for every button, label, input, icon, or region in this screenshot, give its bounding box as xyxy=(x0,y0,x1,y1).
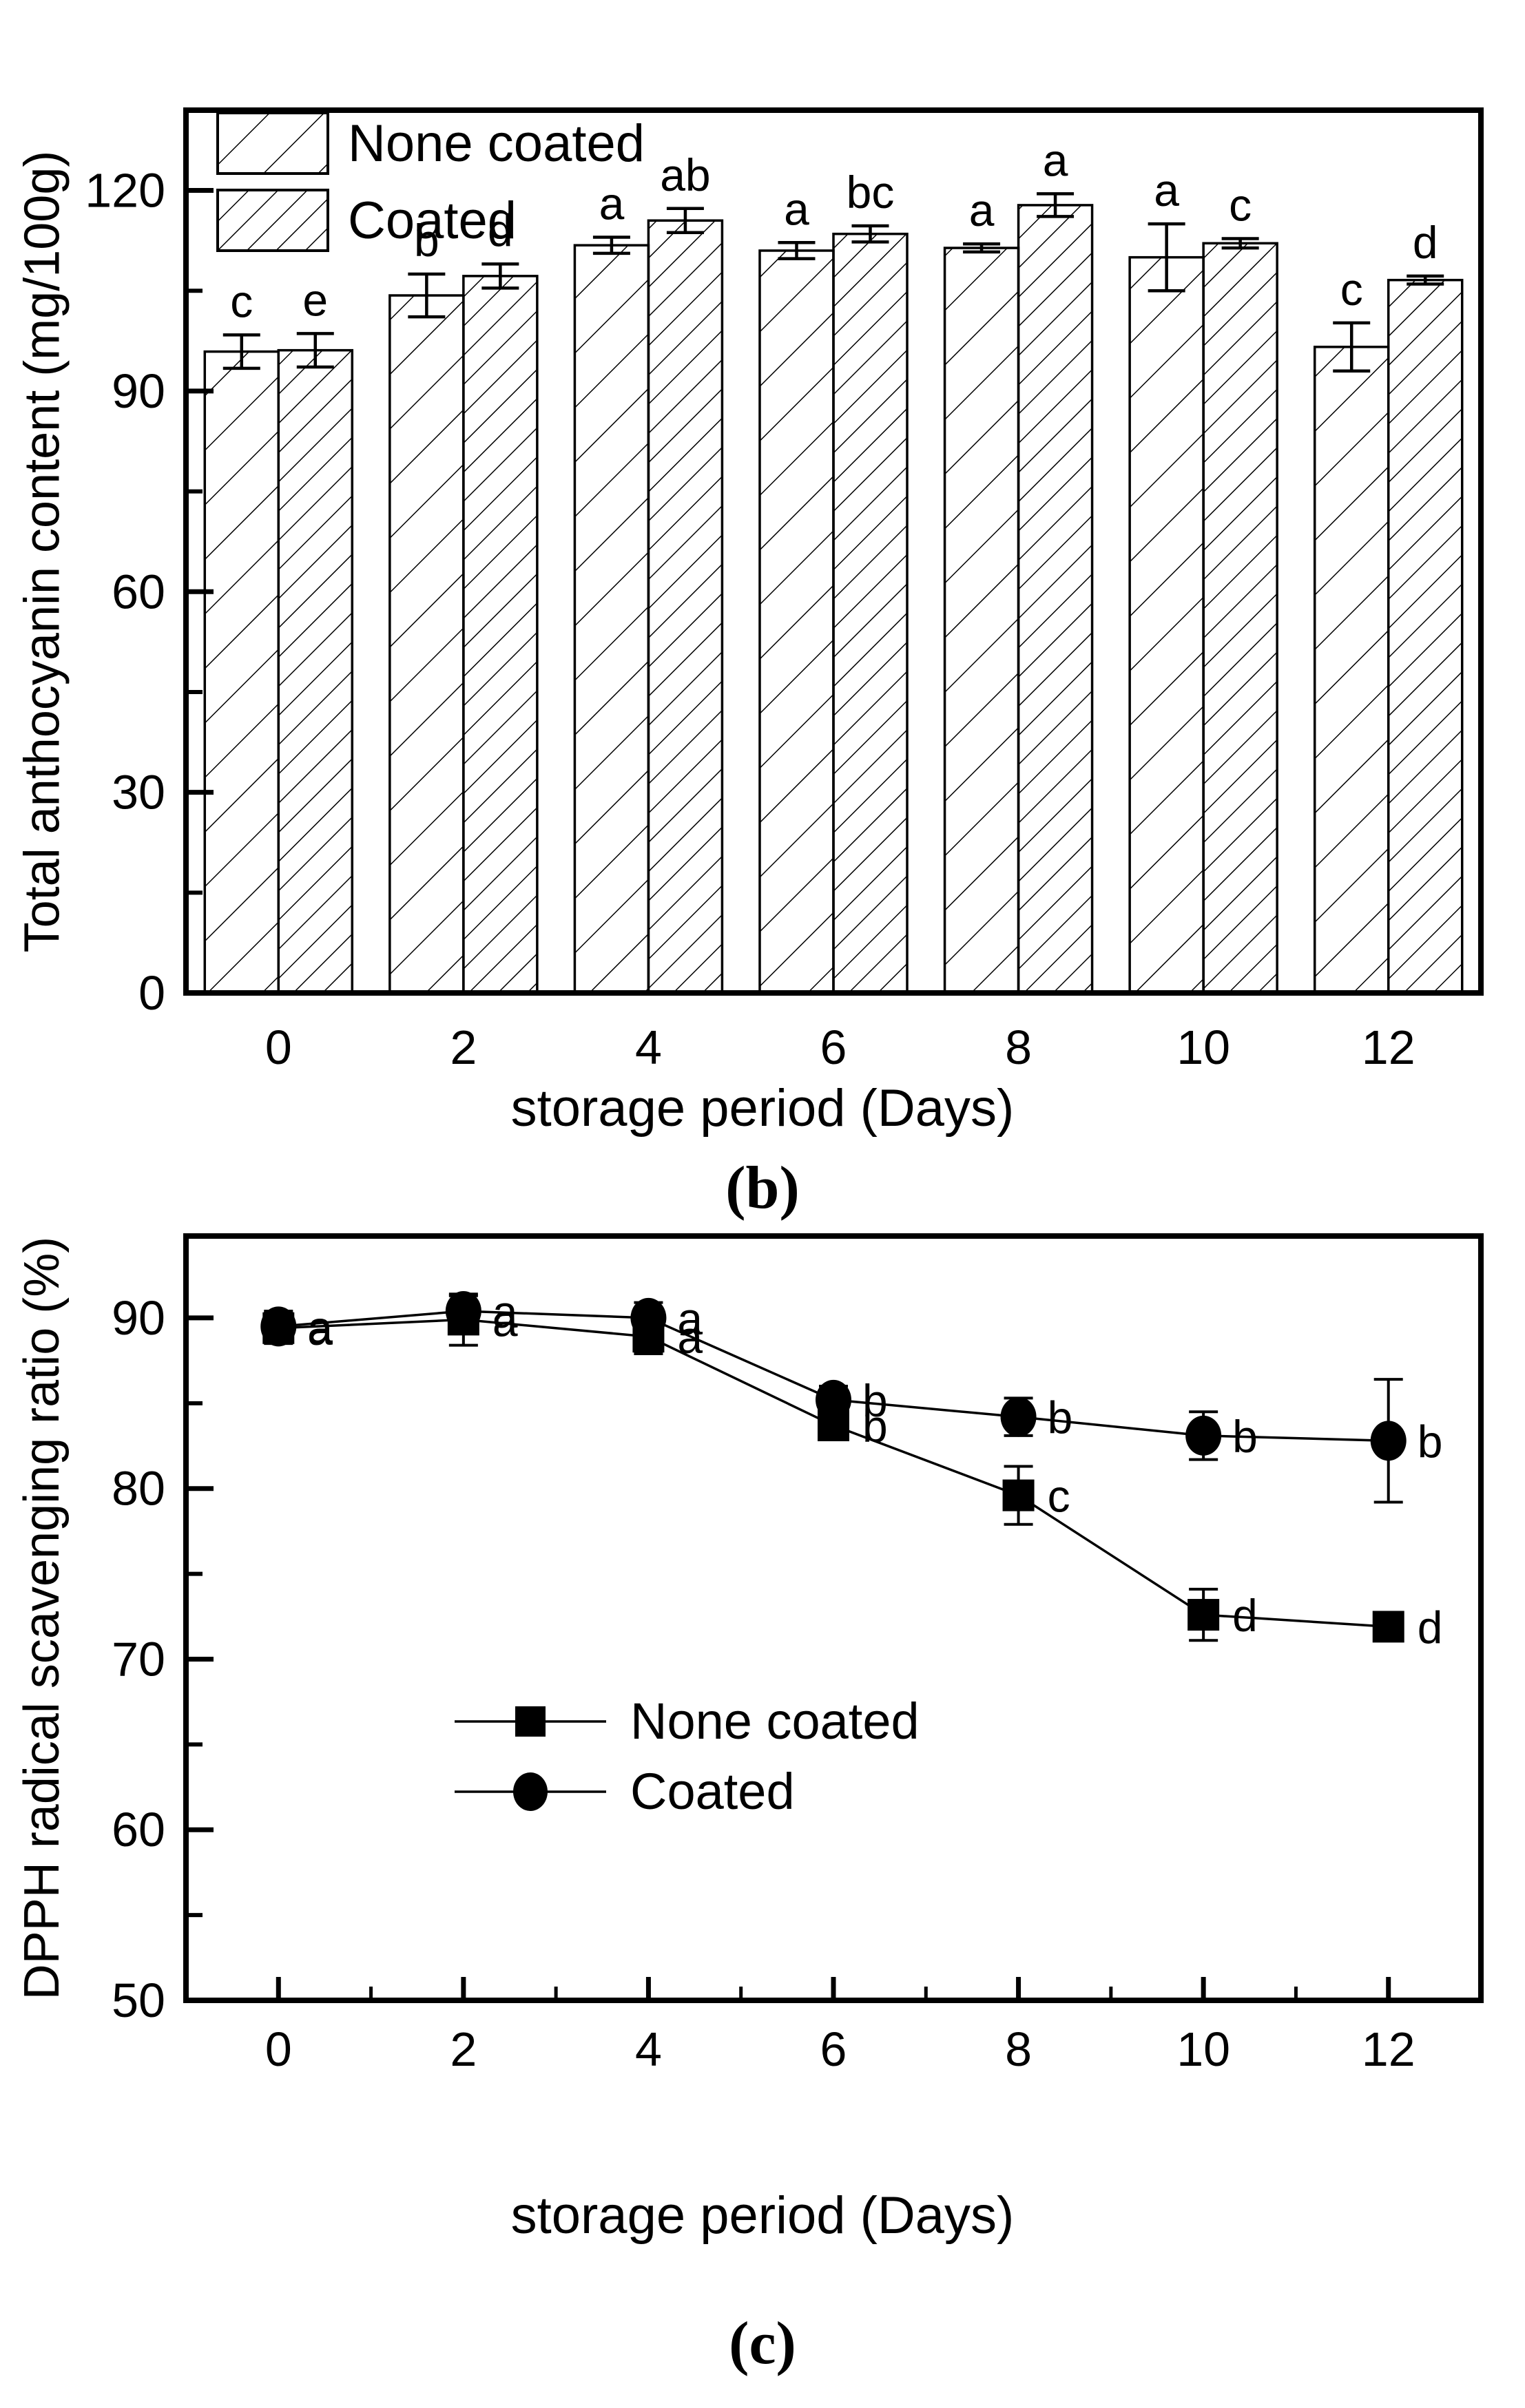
bar-coated-day-12 xyxy=(1387,278,1464,994)
x-tick-label: 12 xyxy=(1362,2022,1415,2076)
marker-circle-day-6 xyxy=(816,1379,851,1420)
legend-swatch-coated xyxy=(216,189,329,252)
y-tick-label: 60 xyxy=(112,1803,165,1856)
panel-label-b: (b) xyxy=(725,1155,800,1222)
sig-letter-none-coated-day-6: a xyxy=(784,183,809,234)
sig-letter-coated-day-12: d xyxy=(1413,217,1438,268)
sig-letter-none-coated-day-10: d xyxy=(1232,1590,1258,1641)
y-tick-label: 80 xyxy=(112,1462,165,1516)
sig-letter-coated-day-12: b xyxy=(1418,1416,1443,1467)
x-tick-label: 4 xyxy=(635,1020,662,1074)
y-tick-label: 120 xyxy=(85,164,165,218)
legend-label-coated: Coated xyxy=(348,191,517,250)
sig-letter-coated-day-6: bc xyxy=(847,167,895,218)
sig-letter-none-coated-day-2: b xyxy=(414,215,439,266)
x-tick-label: 8 xyxy=(1005,2022,1032,2076)
y-tick-label: 50 xyxy=(112,1973,165,2027)
sig-letter-coated-day-8: b xyxy=(1048,1392,1073,1443)
bar-none-coated-day-12 xyxy=(1313,346,1390,994)
sig-letter-none-coated-day-0: c xyxy=(230,275,253,326)
panel-label-c: (c) xyxy=(729,2310,796,2377)
sig-letter-none-coated-day-4: a xyxy=(599,178,625,229)
y-axis-title-dpph: DPPH radical scavenging ratio (%) xyxy=(4,1236,80,2000)
sig-letter-none-coated-day-6: b xyxy=(862,1401,888,1452)
bar-coated-day-2 xyxy=(462,275,539,994)
legend-marker-square xyxy=(515,1706,546,1737)
x-tick-label: 2 xyxy=(450,1020,477,1074)
bar-coated-day-10 xyxy=(1202,242,1278,994)
legend-label-none-coated: None coated xyxy=(348,114,645,173)
y-axis-title-dpph-text: DPPH radical scavenging ratio (%) xyxy=(14,1236,70,2000)
sig-letter-none-coated-day-12: d xyxy=(1418,1602,1443,1653)
bar-none-coated-day-8 xyxy=(943,247,1020,994)
sig-letter-none-coated-day-0: a xyxy=(307,1304,333,1354)
bar-coated-day-4 xyxy=(647,219,724,994)
marker-circle-day-0 xyxy=(260,1306,297,1347)
bar-none-coated-day-4 xyxy=(573,244,650,994)
legend-label-coated: Coated xyxy=(630,1763,795,1820)
y-tick-label: 90 xyxy=(112,1291,165,1345)
legend-swatch-none-coated xyxy=(216,112,329,175)
sig-letter-none-coated-day-8: a xyxy=(969,185,995,235)
x-tick-label: 10 xyxy=(1176,1020,1230,1074)
x-tick-label: 6 xyxy=(820,1020,847,1074)
x-tick-label: 0 xyxy=(265,1020,292,1074)
sig-letter-coated-day-2: d xyxy=(488,205,513,255)
marker-circle-day-12 xyxy=(1370,1421,1407,1461)
plot-frame-b xyxy=(183,107,1484,996)
marker-square-day-8 xyxy=(1002,1479,1035,1511)
sig-letter-none-coated-day-10: a xyxy=(1154,165,1179,216)
bar-none-coated-day-0 xyxy=(203,350,280,994)
marker-circle-day-4 xyxy=(630,1297,667,1338)
y-tick-label: 70 xyxy=(112,1632,165,1686)
sig-letter-none-coated-day-4: a xyxy=(677,1312,703,1363)
sig-letter-none-coated-day-12: c xyxy=(1340,264,1363,315)
legend-label-none-coated: None coated xyxy=(630,1693,920,1750)
sig-letter-none-coated-day-2: a xyxy=(492,1295,518,1346)
sig-letter-coated-day-0: e xyxy=(302,274,328,325)
sig-letter-coated-day-10: c xyxy=(1229,179,1252,230)
x-tick-label: 0 xyxy=(265,2022,292,2076)
bar-coated-day-6 xyxy=(832,232,909,994)
y-tick-label: 30 xyxy=(112,766,165,819)
sig-letter-none-coated-day-8: c xyxy=(1048,1471,1070,1522)
x-tick-label: 2 xyxy=(450,2022,477,2076)
sig-letter-coated-day-4: ab xyxy=(660,149,710,200)
y-tick-label: 60 xyxy=(112,565,165,618)
y-axis-title-anthocyanin-text: Total anthocyanin content (mg/100g) xyxy=(14,150,70,953)
marker-circle-day-2 xyxy=(445,1291,481,1332)
x-tick-label: 4 xyxy=(635,2022,662,2076)
sig-letter-coated-day-0: a xyxy=(307,1301,333,1352)
sig-letter-coated-day-10: b xyxy=(1232,1411,1258,1462)
sig-letter-coated-day-8: a xyxy=(1043,134,1068,185)
bar-coated-day-8 xyxy=(1017,204,1094,994)
bar-coated-day-0 xyxy=(277,348,354,994)
x-tick-label: 6 xyxy=(820,2022,847,2076)
legend-marker-circle xyxy=(513,1772,548,1811)
plot-frame-c xyxy=(183,1233,1484,2003)
y-axis-title-anthocyanin: Total anthocyanin content (mg/100g) xyxy=(4,110,80,993)
x-axis-title-b: storage period (Days) xyxy=(510,1079,1015,1138)
x-axis-title-c: storage period (Days) xyxy=(510,2186,1015,2245)
series-line-none-coated xyxy=(278,1318,1389,1629)
sig-letter-coated-day-2: a xyxy=(492,1286,518,1337)
marker-circle-day-8 xyxy=(1000,1396,1037,1437)
sig-letter-coated-day-4: a xyxy=(677,1293,703,1344)
marker-square-day-10 xyxy=(1187,1599,1220,1631)
sig-letter-coated-day-6: b xyxy=(862,1375,888,1426)
marker-square-day-12 xyxy=(1372,1611,1404,1643)
bar-none-coated-day-6 xyxy=(758,249,835,994)
y-tick-label: 0 xyxy=(138,966,165,1020)
y-tick-label: 90 xyxy=(112,364,165,418)
x-tick-label: 10 xyxy=(1176,2022,1230,2076)
bar-none-coated-day-2 xyxy=(388,294,465,994)
x-tick-label: 12 xyxy=(1362,1020,1415,1074)
marker-circle-day-10 xyxy=(1185,1415,1222,1456)
bar-none-coated-day-10 xyxy=(1128,255,1205,994)
x-tick-label: 8 xyxy=(1005,1020,1032,1074)
